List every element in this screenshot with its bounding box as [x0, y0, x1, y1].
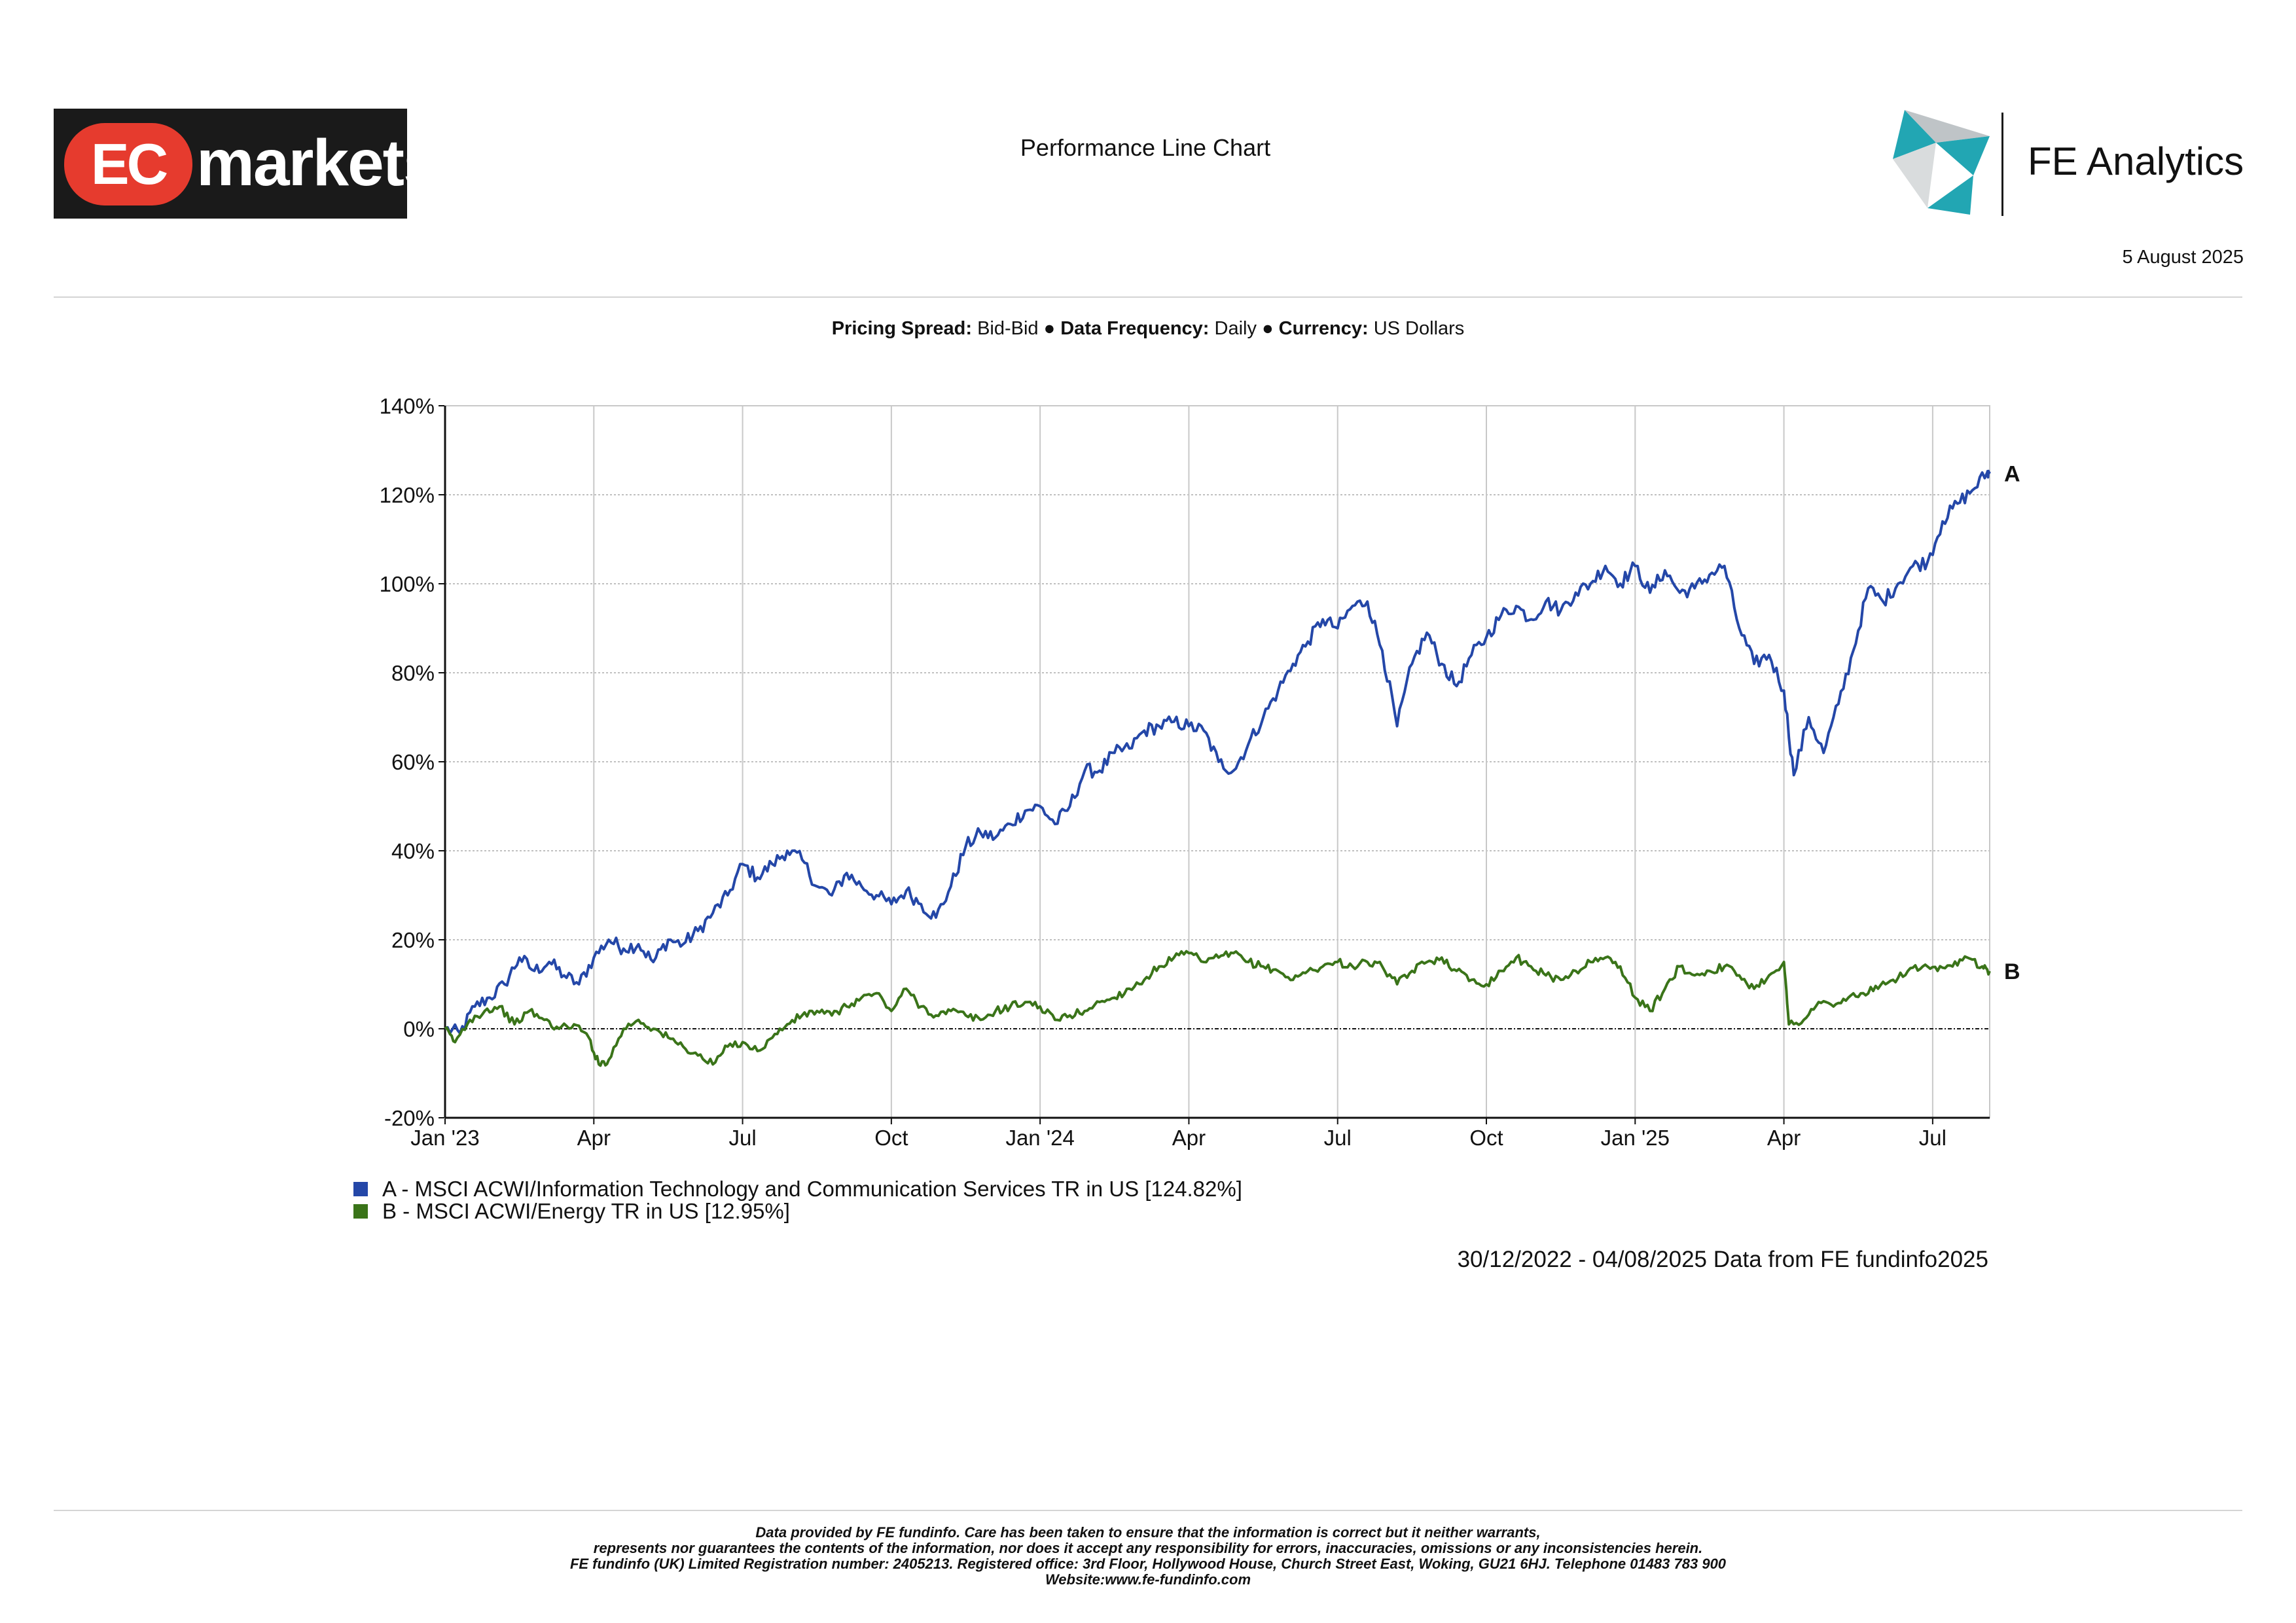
footer-rule: [54, 1510, 2242, 1511]
fe-analytics-wordmark: FE Analytics: [2028, 139, 2244, 183]
series-end-label-a: A: [2004, 461, 2020, 486]
param-separator: ●: [1262, 318, 1274, 339]
ec-logo-badge: EC: [64, 123, 192, 205]
report-date: 5 August 2025: [2122, 247, 2244, 268]
y-tick-label: 60%: [391, 750, 435, 774]
legend-swatch-b: [353, 1204, 368, 1219]
y-tick-label: 140%: [380, 394, 435, 418]
fe-analytics-logo-icon: [1893, 110, 1990, 215]
chart-parameters: Pricing Spread: Bid-Bid ● Data Frequency…: [0, 318, 2296, 340]
y-tick-label: 120%: [380, 483, 435, 507]
x-tick-label: Apr: [577, 1126, 611, 1150]
y-tick-label: 100%: [380, 572, 435, 596]
x-tick-label: Apr: [1172, 1126, 1206, 1150]
series-end-label-b: B: [2004, 959, 2020, 984]
disclaimer-line: represents nor guarantees the contents o…: [593, 1540, 1703, 1556]
ec-logo-wordmark: markets: [196, 126, 440, 200]
pricing-value: Bid-Bid: [977, 318, 1039, 339]
legend-item-a: A - MSCI ACWI/Information Technology and…: [353, 1177, 1242, 1201]
pricing-label: Pricing Spread:: [831, 318, 973, 339]
y-tick-label: 0%: [403, 1017, 435, 1041]
x-tick-label: Jan '24: [1005, 1126, 1074, 1150]
legend-label-a: A - MSCI ACWI/Information Technology and…: [382, 1177, 1242, 1201]
x-tick-label: Oct: [1469, 1126, 1503, 1150]
disclaimer-line: Data provided by FE fundinfo. Care has b…: [755, 1524, 1541, 1541]
chart-legend: A - MSCI ACWI/Information Technology and…: [353, 1177, 1242, 1223]
x-tick-label: Jan '23: [410, 1126, 479, 1150]
x-tick-label: Jul: [1324, 1126, 1352, 1150]
header-rule: [54, 296, 2242, 298]
currency-value: US Dollars: [1373, 318, 1465, 339]
legend-label-b: B - MSCI ACWI/Energy TR in US [12.95%]: [382, 1199, 790, 1223]
y-tick-label: 20%: [391, 928, 435, 952]
legend-swatch-a: [353, 1182, 368, 1196]
disclaimer-line: Website:www.fe-fundinfo.com: [1045, 1571, 1251, 1588]
series-line-a: [444, 469, 1991, 1035]
ec-markets-logo: EC markets: [54, 109, 440, 219]
x-tick-label: Jul: [728, 1126, 756, 1150]
x-tick-label: Apr: [1767, 1126, 1801, 1150]
series-line-b: [444, 950, 1991, 1067]
frequency-value: Daily: [1214, 318, 1257, 339]
x-tick-label: Oct: [874, 1126, 908, 1150]
y-tick-label: -20%: [384, 1106, 435, 1130]
data-source-line: 30/12/2022 - 04/08/2025 Data from FE fun…: [1457, 1247, 1988, 1272]
header-divider: [2001, 113, 2003, 216]
page-title: Performance Line Chart: [1020, 134, 1271, 161]
param-separator: ●: [1043, 318, 1056, 339]
currency-label: Currency:: [1278, 318, 1369, 339]
y-tick-label: 40%: [391, 839, 435, 863]
x-tick-label: Jan '25: [1601, 1126, 1670, 1150]
disclaimer-line: FE fundinfo (UK) Limited Registration nu…: [569, 1556, 1727, 1572]
frequency-label: Data Frequency:: [1060, 318, 1210, 339]
x-tick-label: Jul: [1919, 1126, 1946, 1150]
footer-disclaimer: Data provided by FE fundinfo. Care has b…: [0, 1525, 2296, 1588]
y-tick-label: 80%: [391, 661, 435, 685]
legend-item-b: B - MSCI ACWI/Energy TR in US [12.95%]: [353, 1199, 1242, 1223]
